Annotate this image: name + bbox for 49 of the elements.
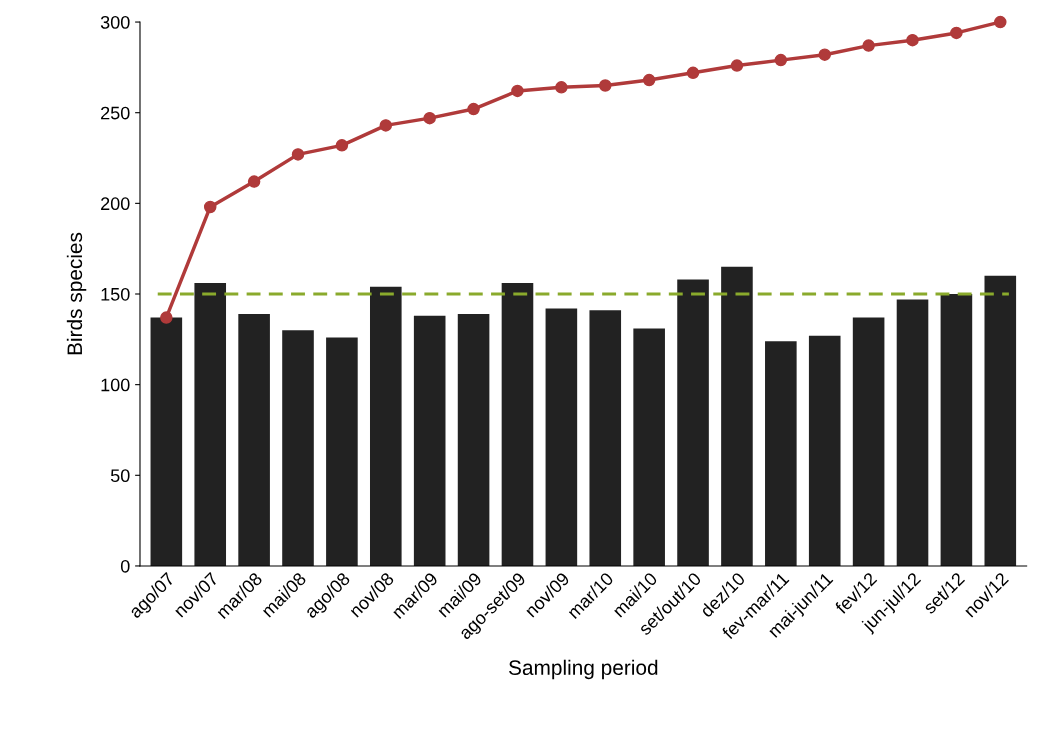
point [291, 148, 305, 161]
bar [633, 328, 665, 566]
bar [808, 335, 841, 566]
bar [765, 341, 797, 566]
point [994, 15, 1007, 29]
y-tick-label: 100 [101, 378, 130, 392]
bar [677, 279, 709, 566]
bar [545, 308, 578, 566]
point [379, 119, 393, 132]
point [203, 200, 217, 214]
point [906, 33, 919, 47]
point [774, 53, 788, 67]
bar [326, 337, 358, 566]
bar [457, 313, 490, 566]
point [511, 84, 524, 98]
y-axis-title: Birds species [66, 232, 87, 355]
bar [589, 310, 622, 566]
bar [238, 313, 270, 566]
bar [721, 266, 753, 566]
point [599, 79, 612, 92]
bar [413, 315, 446, 566]
y-tick-label: 50 [110, 469, 130, 483]
point [423, 111, 436, 125]
bar [282, 330, 314, 566]
point [950, 26, 963, 40]
bar [194, 283, 227, 566]
y-tick-label: 250 [101, 106, 130, 120]
point [686, 66, 700, 80]
bar [852, 317, 885, 566]
y-tick-label: 200 [101, 197, 130, 211]
bar [501, 283, 534, 566]
y-tick-label: 0 [120, 559, 130, 573]
point [467, 102, 480, 116]
point [818, 48, 831, 61]
point [642, 73, 656, 87]
point [555, 81, 568, 94]
bar [940, 294, 973, 566]
bar [150, 317, 183, 566]
bar [896, 299, 929, 566]
x-axis-title: Sampling period [508, 659, 658, 680]
y-tick-label: 150 [101, 287, 130, 301]
bar [369, 286, 402, 566]
point [160, 311, 173, 324]
point [247, 175, 261, 188]
bar [984, 275, 1017, 566]
point [335, 139, 349, 152]
y-tick-label: 300 [100, 15, 130, 29]
point [730, 59, 744, 72]
point [862, 39, 875, 52]
